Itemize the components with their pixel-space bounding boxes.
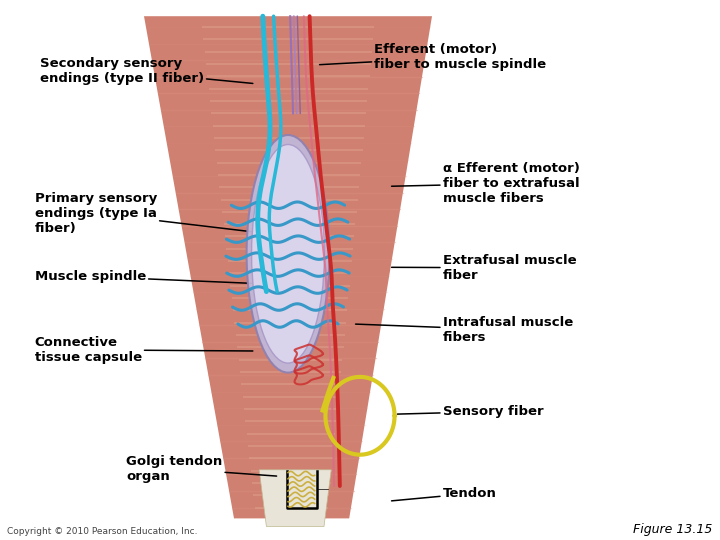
Polygon shape — [144, 16, 432, 518]
Text: Secondary sensory
endings (type II fiber): Secondary sensory endings (type II fiber… — [40, 57, 253, 85]
Text: α Efferent (motor)
fiber to extrafusal
muscle fibers: α Efferent (motor) fiber to extrafusal m… — [392, 162, 580, 205]
Text: Connective
tissue capsule: Connective tissue capsule — [35, 336, 253, 364]
Text: Extrafusal muscle
fiber: Extrafusal muscle fiber — [392, 254, 577, 282]
Ellipse shape — [251, 145, 325, 363]
Text: Primary sensory
endings (type Ia
fiber): Primary sensory endings (type Ia fiber) — [35, 192, 253, 235]
Text: Muscle spindle: Muscle spindle — [35, 270, 253, 284]
Text: Copyright © 2010 Pearson Education, Inc.: Copyright © 2010 Pearson Education, Inc. — [7, 526, 198, 536]
Text: Intrafusal muscle
fibers: Intrafusal muscle fibers — [356, 316, 573, 344]
Text: Sensory fiber: Sensory fiber — [397, 405, 544, 418]
Text: Tendon: Tendon — [392, 487, 497, 501]
Text: Golgi tendon
organ: Golgi tendon organ — [126, 455, 276, 483]
Text: Figure 13.15: Figure 13.15 — [634, 523, 713, 536]
Text: Efferent (motor)
fiber to muscle spindle: Efferent (motor) fiber to muscle spindle — [320, 43, 546, 71]
Ellipse shape — [246, 135, 329, 373]
Polygon shape — [259, 470, 331, 526]
